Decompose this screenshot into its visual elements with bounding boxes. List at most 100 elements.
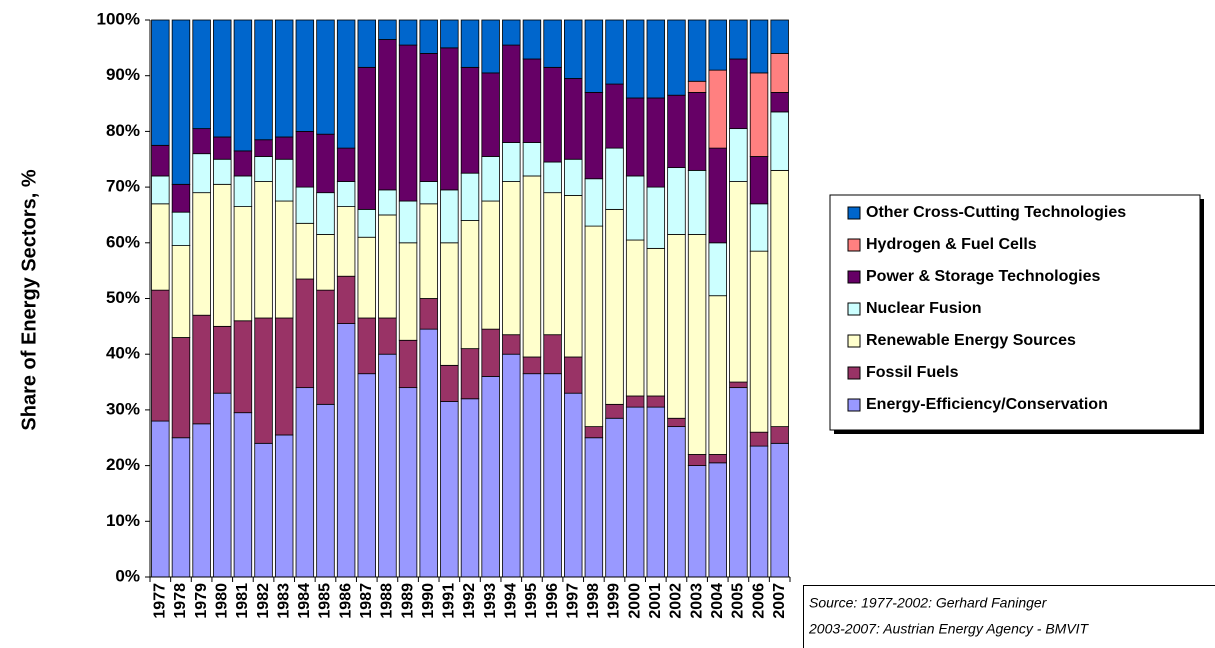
bar-segment bbox=[295, 222, 315, 280]
bar-segment bbox=[708, 454, 727, 464]
bar-segment bbox=[543, 192, 562, 336]
bar-segment bbox=[625, 19, 645, 99]
bar-segment bbox=[625, 395, 645, 408]
bar-segment bbox=[254, 181, 273, 319]
bar-segment bbox=[295, 186, 315, 224]
x-tick-label: 2007 bbox=[771, 583, 788, 619]
bar-segment bbox=[749, 19, 769, 74]
bar-segment bbox=[687, 454, 707, 466]
bar-segment bbox=[708, 242, 727, 297]
bar-segment bbox=[419, 203, 438, 299]
bar-segment bbox=[419, 19, 438, 54]
bar-segment bbox=[460, 398, 480, 578]
bar-segment bbox=[171, 337, 191, 439]
x-tick-label: 2005 bbox=[730, 583, 747, 619]
bar-segment bbox=[687, 19, 707, 82]
bar-segment bbox=[584, 426, 604, 439]
bar-segment bbox=[398, 44, 418, 202]
bar-segment bbox=[522, 19, 542, 60]
bar-segment bbox=[667, 167, 686, 235]
bar-segment bbox=[708, 69, 727, 149]
bar-segment bbox=[316, 192, 335, 235]
bar-segment bbox=[233, 175, 253, 207]
bar-segment bbox=[233, 412, 253, 578]
x-tick-label: 1985 bbox=[317, 583, 334, 619]
bar-segment bbox=[357, 317, 376, 375]
bar-segment bbox=[440, 242, 459, 366]
bar-segment bbox=[378, 189, 397, 216]
bar-segment bbox=[316, 234, 335, 291]
bar-segment bbox=[295, 19, 315, 132]
bar-segment bbox=[336, 181, 356, 207]
x-tick-label: 2000 bbox=[626, 583, 643, 619]
bar-segment bbox=[336, 275, 356, 324]
bar-segment bbox=[584, 92, 604, 180]
bar-segment bbox=[460, 19, 480, 68]
bar-segment bbox=[192, 128, 211, 155]
bar-segment bbox=[171, 211, 191, 246]
bar-segment bbox=[192, 19, 211, 130]
bar-segment bbox=[605, 208, 624, 405]
bar-segment bbox=[584, 225, 604, 428]
bar-segment bbox=[708, 295, 727, 455]
bar-segment bbox=[274, 317, 294, 436]
bar-segment bbox=[687, 80, 707, 93]
bar-segment bbox=[729, 181, 748, 383]
bar-segment bbox=[192, 423, 211, 578]
bar-segment bbox=[481, 200, 500, 330]
bar-segment bbox=[151, 175, 170, 205]
bar-segment bbox=[667, 234, 686, 419]
bar-segment bbox=[151, 144, 170, 177]
bar-segment bbox=[440, 401, 459, 578]
bar-segment bbox=[770, 19, 789, 54]
x-tick-label: 1996 bbox=[544, 583, 561, 619]
bar-segment bbox=[192, 192, 211, 316]
bar-segment bbox=[460, 348, 480, 400]
bar-segment bbox=[233, 150, 253, 177]
bar-segment bbox=[625, 175, 645, 241]
bar-segment bbox=[151, 19, 170, 146]
bar-segment bbox=[729, 58, 748, 130]
x-tick-label: 2001 bbox=[647, 583, 664, 619]
bar-segment bbox=[605, 403, 624, 419]
bar-segment bbox=[151, 203, 170, 291]
bar-segment bbox=[770, 92, 789, 113]
bar-segment bbox=[522, 58, 542, 143]
bar-segment bbox=[770, 111, 789, 171]
bar-segment bbox=[254, 156, 273, 182]
bar-segment bbox=[770, 53, 789, 93]
bar-segment bbox=[584, 178, 604, 227]
bar-segment bbox=[708, 462, 727, 578]
bar-segment bbox=[440, 364, 459, 402]
bar-segment bbox=[584, 19, 604, 93]
x-tick-label: 1982 bbox=[255, 583, 272, 619]
legend-swatch bbox=[847, 398, 861, 412]
bar-segment bbox=[213, 158, 232, 185]
bar-segment bbox=[316, 19, 335, 135]
source-box bbox=[803, 585, 1215, 648]
bar-segment bbox=[398, 242, 418, 341]
y-tick-label: 90% bbox=[106, 65, 140, 84]
bar-segment bbox=[605, 417, 624, 578]
bar-segment bbox=[440, 47, 459, 191]
bar-segment bbox=[543, 334, 562, 375]
x-tick-label: 1988 bbox=[379, 583, 396, 619]
bar-segment bbox=[460, 66, 480, 174]
bar-segment bbox=[646, 97, 666, 188]
x-tick-label: 1990 bbox=[420, 583, 437, 619]
bar-segment bbox=[481, 376, 500, 578]
bar-segment bbox=[708, 19, 727, 71]
bar-segment bbox=[274, 158, 294, 202]
bar-segment bbox=[667, 94, 686, 169]
bar-segment bbox=[295, 387, 315, 578]
x-tick-label: 2006 bbox=[750, 583, 767, 619]
x-tick-label: 1984 bbox=[296, 583, 313, 619]
bar-segment bbox=[502, 353, 521, 578]
bar-segment bbox=[213, 325, 232, 394]
bar-segment bbox=[357, 373, 376, 578]
x-tick-label: 1998 bbox=[585, 583, 602, 619]
bar-segment bbox=[398, 19, 418, 46]
bar-segment bbox=[481, 328, 500, 377]
bar-segment bbox=[625, 97, 645, 177]
x-tick-label: 1999 bbox=[606, 583, 623, 619]
